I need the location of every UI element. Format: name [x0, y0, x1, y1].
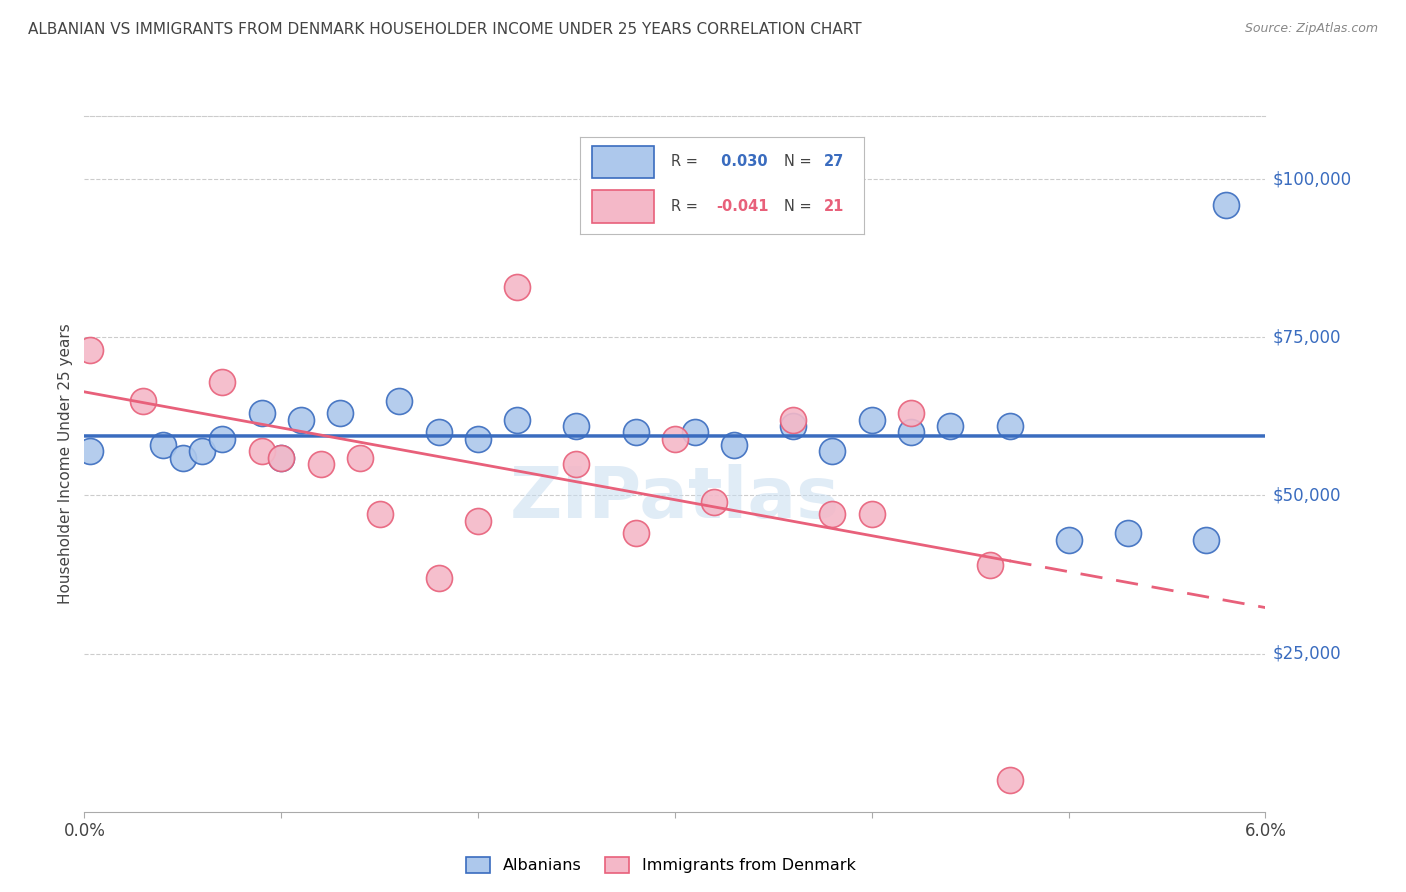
- Point: [309, 457, 332, 471]
- Point: [782, 418, 804, 433]
- Point: [79, 444, 101, 458]
- Point: [900, 406, 922, 420]
- Point: [900, 425, 922, 440]
- Point: [152, 438, 174, 452]
- Point: [998, 773, 1021, 788]
- Point: [79, 343, 101, 357]
- Point: [132, 393, 155, 408]
- Point: [427, 425, 450, 440]
- Point: [1215, 197, 1237, 211]
- Text: ALBANIAN VS IMMIGRANTS FROM DENMARK HOUSEHOLDER INCOME UNDER 25 YEARS CORRELATIO: ALBANIAN VS IMMIGRANTS FROM DENMARK HOUS…: [28, 22, 862, 37]
- Point: [939, 418, 962, 433]
- Y-axis label: Householder Income Under 25 years: Householder Income Under 25 years: [58, 324, 73, 604]
- Point: [1057, 533, 1080, 547]
- Point: [506, 412, 529, 426]
- Point: [329, 406, 352, 420]
- Point: [349, 450, 371, 465]
- Text: $100,000: $100,000: [1272, 170, 1351, 188]
- Point: [211, 375, 233, 389]
- Point: [191, 444, 214, 458]
- Point: [250, 444, 273, 458]
- Text: ZIPatlas: ZIPatlas: [510, 464, 839, 533]
- Legend: Albanians, Immigrants from Denmark: Albanians, Immigrants from Denmark: [460, 850, 862, 880]
- Point: [270, 450, 292, 465]
- Point: [172, 450, 194, 465]
- Point: [1195, 533, 1218, 547]
- Point: [723, 438, 745, 452]
- Point: [703, 495, 725, 509]
- Point: [427, 571, 450, 585]
- Text: $75,000: $75,000: [1272, 328, 1341, 346]
- Point: [998, 418, 1021, 433]
- Point: [565, 457, 588, 471]
- Point: [565, 418, 588, 433]
- Point: [821, 508, 844, 522]
- Point: [624, 425, 647, 440]
- Text: $25,000: $25,000: [1272, 645, 1341, 663]
- Point: [467, 432, 489, 446]
- Point: [860, 412, 883, 426]
- Point: [250, 406, 273, 420]
- Point: [506, 279, 529, 293]
- Point: [664, 432, 686, 446]
- Point: [270, 450, 292, 465]
- Point: [979, 558, 1001, 572]
- Point: [467, 514, 489, 528]
- Point: [821, 444, 844, 458]
- Point: [1116, 526, 1139, 541]
- Point: [860, 508, 883, 522]
- Point: [368, 508, 391, 522]
- Point: [624, 526, 647, 541]
- Point: [388, 393, 411, 408]
- Text: Source: ZipAtlas.com: Source: ZipAtlas.com: [1244, 22, 1378, 36]
- Point: [211, 432, 233, 446]
- Point: [290, 412, 312, 426]
- Point: [683, 425, 706, 440]
- Text: $50,000: $50,000: [1272, 486, 1341, 505]
- Point: [782, 412, 804, 426]
